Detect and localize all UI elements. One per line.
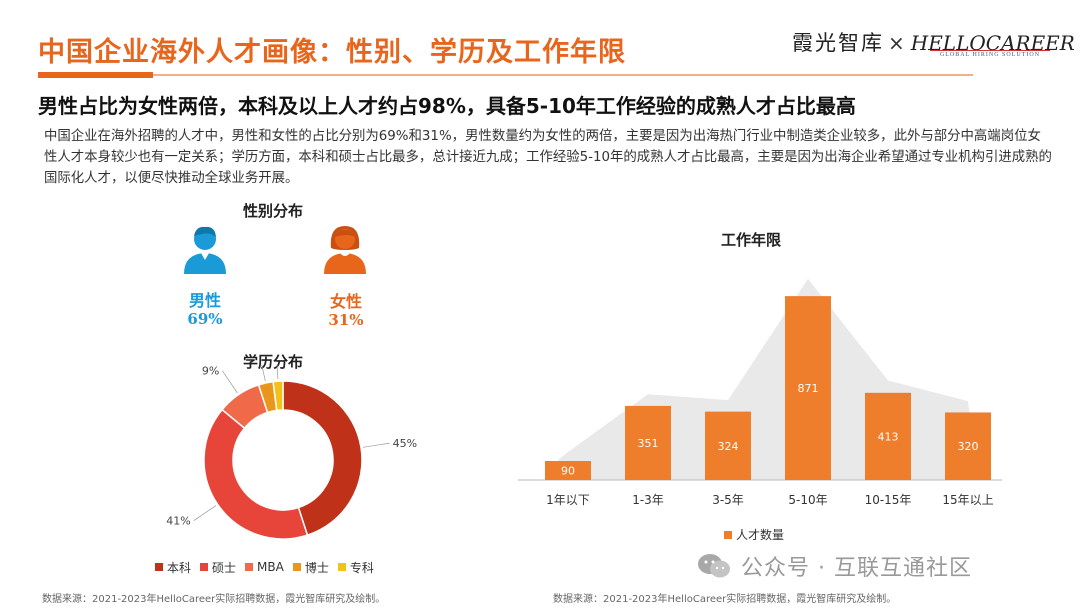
male-label: 男性: [188, 291, 221, 310]
legend-label: 本科: [167, 560, 192, 575]
legend-label: MBA: [257, 560, 284, 574]
x-tick-label: 10-15年: [865, 493, 912, 507]
education-section-title: 学历分布: [243, 353, 304, 371]
female-label: 女性: [329, 292, 362, 311]
legend-item: 专科: [337, 559, 374, 576]
legend-swatch: [292, 563, 301, 571]
brand-separator: ×: [888, 31, 905, 55]
legend-swatch: [155, 563, 163, 571]
legend-item: MBA: [245, 560, 284, 574]
footnote-left: 数据来源：2021-2023年HelloCareer实际招聘数据，霞光智库研究及…: [42, 594, 386, 605]
gender-section-title: 性别分布: [243, 202, 304, 220]
brand-tagline: GLOBAL HIRING SOLUTION: [930, 50, 1050, 58]
bar-value-label: 351: [638, 437, 659, 450]
legend-label: 硕士: [212, 560, 237, 575]
title-accent-bar: [38, 72, 153, 78]
description-text: 中国企业在海外招聘的人才中，男性和女性的占比分别为69%和31%，男性数量约为女…: [44, 129, 1052, 186]
legend-item: 博士: [292, 559, 329, 576]
footnote-right: 数据来源：2021-2023年HelloCareer实际招聘数据，霞光智库研究及…: [553, 594, 897, 605]
bar-value-label: 320: [958, 440, 979, 453]
bar-3: [785, 296, 831, 480]
legend-item: 硕士: [200, 559, 236, 576]
watermark: 公众号 · 互联互通社区: [697, 550, 972, 582]
male-percentage: 69%: [187, 310, 223, 328]
female-percentage: 31%: [328, 311, 364, 329]
bar-4: [865, 392, 911, 480]
x-tick-label: 1-3年: [632, 493, 664, 507]
legend-swatch: [200, 563, 209, 571]
page-title: 中国企业海外人才画像：性别、学历及工作年限: [38, 37, 626, 68]
legend-label: 人才数量: [736, 528, 785, 542]
watermark-text: 公众号 · 互联互通社区: [741, 556, 972, 581]
bar-0: [545, 461, 591, 480]
experience-section-title: 工作年限: [721, 231, 782, 249]
donut-leader-line: [193, 505, 217, 521]
bar-1: [625, 405, 671, 480]
education-donut-chart: 45%41%9%3%2%: [166, 365, 417, 540]
donut-slice-1: [203, 408, 309, 540]
bar-value-label: 413: [878, 430, 899, 443]
x-tick-label: 3-5年: [712, 493, 744, 507]
x-tick-label: 5-10年: [788, 493, 827, 507]
wechat-icon: [698, 554, 730, 578]
bar-5: [945, 412, 991, 480]
donut-leader-line: [222, 370, 238, 394]
experience-legend: 人才数量: [724, 526, 784, 543]
donut-leader-line: [276, 365, 279, 380]
brand-name-cn: 霞光智库: [792, 31, 884, 55]
male-person-icon: [184, 226, 226, 274]
legend-label: 博士: [304, 560, 329, 575]
donut-slice-4: [272, 380, 284, 412]
title-divider: [153, 74, 973, 76]
donut-label: 45%: [393, 437, 417, 450]
donut-leader-line: [261, 365, 266, 382]
donut-label: 41%: [166, 515, 190, 528]
experience-bar-chart: 90 1年以下 351 1-3年 324 3-5年 871 5-10年 413 10-15年 320…: [518, 278, 1002, 507]
legend-item: 本科: [155, 559, 191, 576]
legend-swatch: [245, 563, 254, 571]
brand-name-en: HELLOCAREER: [910, 31, 1075, 55]
bar-2: [705, 411, 751, 480]
x-tick-label: 1年以下: [546, 493, 590, 507]
x-tick-label: 15年以上: [942, 493, 993, 507]
donut-label: 9%: [202, 365, 219, 378]
background-area: [558, 278, 978, 480]
brand-logo: 霞光智库 × HELLOCAREER: [792, 27, 1075, 57]
bar-value-label: 871: [798, 382, 819, 395]
legend-label: 专科: [349, 560, 374, 575]
female-person-icon: [324, 226, 366, 274]
legend-swatch: [337, 563, 346, 571]
education-legend: 本科 硕士 MBA 博士 专科: [155, 556, 383, 576]
donut-slice-0: [282, 380, 363, 537]
page-subtitle: 男性占比为女性两倍，本科及以上人才约占98%，具备5-10年工作经验的成熟人才占…: [38, 94, 856, 118]
bar-value-label: 324: [718, 440, 739, 453]
legend-swatch: [724, 530, 732, 539]
donut-leader-line: [362, 442, 390, 448]
bar-value-label: 90: [561, 465, 575, 478]
